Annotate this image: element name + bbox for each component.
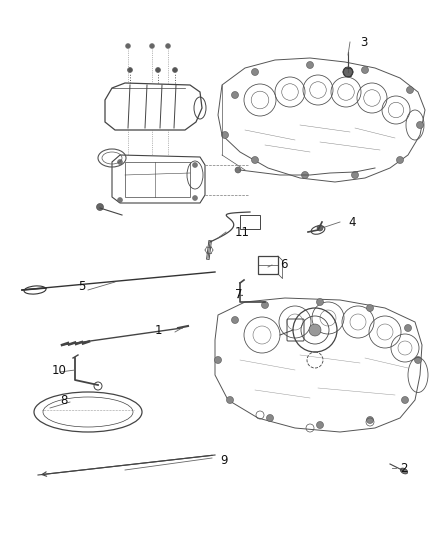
Circle shape xyxy=(317,225,323,231)
Text: 2: 2 xyxy=(400,462,407,474)
Circle shape xyxy=(117,198,123,203)
Circle shape xyxy=(406,86,413,93)
Circle shape xyxy=(361,67,368,74)
Circle shape xyxy=(215,357,222,364)
Circle shape xyxy=(309,324,321,336)
Circle shape xyxy=(317,298,324,305)
Text: 8: 8 xyxy=(60,393,67,407)
Text: 4: 4 xyxy=(348,215,356,229)
Circle shape xyxy=(343,67,353,77)
Circle shape xyxy=(402,397,409,403)
Bar xyxy=(240,215,260,229)
Circle shape xyxy=(405,325,411,332)
Circle shape xyxy=(173,68,177,72)
Text: 1: 1 xyxy=(155,324,162,336)
Circle shape xyxy=(192,196,198,200)
Circle shape xyxy=(251,69,258,76)
Circle shape xyxy=(414,357,421,364)
Circle shape xyxy=(301,172,308,179)
Circle shape xyxy=(222,132,229,139)
Text: 3: 3 xyxy=(360,36,367,49)
Circle shape xyxy=(192,163,198,167)
Circle shape xyxy=(96,204,103,211)
Circle shape xyxy=(149,44,155,49)
Text: 7: 7 xyxy=(235,288,243,302)
Circle shape xyxy=(251,157,258,164)
Circle shape xyxy=(266,415,273,422)
Circle shape xyxy=(226,397,233,403)
Text: 9: 9 xyxy=(220,454,227,466)
Circle shape xyxy=(166,44,170,49)
Circle shape xyxy=(232,92,239,99)
Text: 11: 11 xyxy=(235,225,250,238)
Circle shape xyxy=(155,68,160,72)
Circle shape xyxy=(367,304,374,311)
Text: 5: 5 xyxy=(78,280,85,294)
Bar xyxy=(125,162,190,197)
Circle shape xyxy=(235,167,241,173)
Circle shape xyxy=(261,302,268,309)
Text: 10: 10 xyxy=(52,364,67,376)
Text: 6: 6 xyxy=(280,259,287,271)
Circle shape xyxy=(417,122,424,128)
Bar xyxy=(258,256,278,274)
Circle shape xyxy=(127,68,133,72)
Circle shape xyxy=(317,422,324,429)
Ellipse shape xyxy=(400,468,408,474)
Circle shape xyxy=(367,416,374,424)
Circle shape xyxy=(126,44,131,49)
Circle shape xyxy=(117,159,123,165)
Circle shape xyxy=(232,317,239,324)
Circle shape xyxy=(307,61,314,69)
Circle shape xyxy=(396,157,403,164)
Circle shape xyxy=(352,172,358,179)
Circle shape xyxy=(344,68,352,76)
